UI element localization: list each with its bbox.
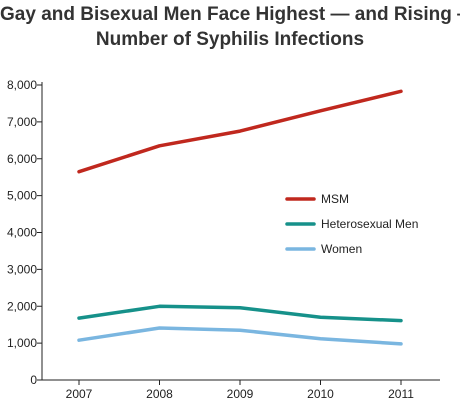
chart-title: Gay and Bisexual Men Face Highest — and … [0, 2, 460, 52]
series-lines [77, 89, 403, 346]
x-tick-label: 2010 [307, 387, 334, 401]
series-line-heterosexual-men [77, 304, 403, 323]
y-tick-label: 5,000 [7, 189, 37, 203]
y-tick-label: 8,000 [7, 78, 37, 92]
chart-title-line-1: Gay and Bisexual Men Face Highest — and … [0, 4, 460, 25]
y-tick-label: 7,000 [7, 115, 37, 129]
legend-label-heterosexual-men: Heterosexual Men [321, 217, 418, 231]
chart-title-line-2: Number of Syphilis Infections [95, 29, 365, 50]
x-tick-label: 2007 [66, 387, 93, 401]
x-axis-ticks: 2007 2008 2009 2010 2011 [66, 380, 414, 401]
y-tick-label: 6,000 [7, 152, 37, 166]
chart-axes [41, 82, 440, 381]
x-tick-label: 2011 [388, 387, 414, 401]
y-tick-label: 1,000 [7, 336, 37, 350]
legend-label-women: Women [321, 242, 362, 256]
y-tick-label: 3,000 [7, 262, 37, 276]
y-tick-label: 2,000 [7, 299, 37, 313]
y-tick-label: 0 [30, 373, 37, 387]
y-axis-ticks: 0 1,000 2,000 3,000 4,000 5,000 6,000 7,000 8,00… [7, 78, 42, 387]
y-tick-label: 4,000 [7, 226, 37, 240]
legend: MSM Heterosexual Men Women [285, 192, 418, 256]
series-line-msm [77, 89, 403, 174]
legend-label-msm: MSM [321, 192, 349, 206]
series-line-women [77, 326, 403, 346]
x-tick-label: 2009 [227, 387, 254, 401]
x-tick-label: 2008 [146, 387, 173, 401]
